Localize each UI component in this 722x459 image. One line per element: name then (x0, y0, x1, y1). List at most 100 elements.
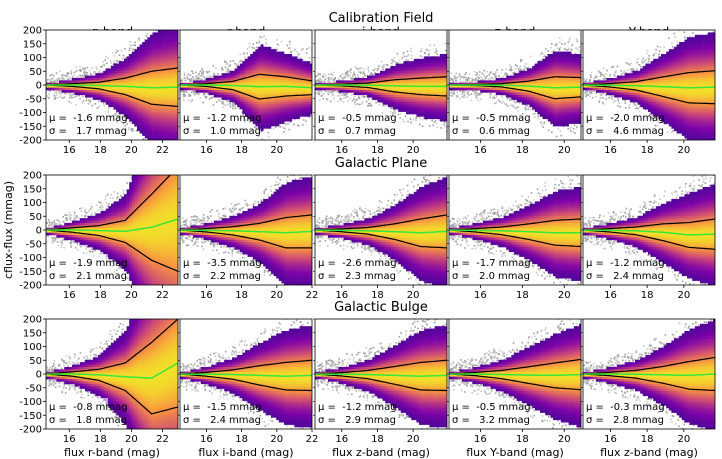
y-tick-label: -50 (26, 383, 42, 394)
x-tick-label: 16 (63, 290, 76, 301)
y-tick-label: 100 (23, 342, 42, 353)
mu-stat: μ = -0.5 mmag (452, 113, 531, 124)
x-tick-label: 22 (156, 290, 169, 301)
x-tick-label: 20 (270, 290, 283, 301)
x-tick-label: 18 (516, 145, 529, 156)
y-tick-label: -150 (19, 122, 42, 133)
median-line (583, 84, 715, 89)
stats-box (182, 398, 242, 426)
stats-box (451, 109, 511, 137)
upper-envelope-line (46, 175, 171, 231)
x-tick-label: 16 (474, 145, 487, 156)
x-tick-label: 16 (335, 290, 348, 301)
lower-envelope-line (180, 229, 312, 249)
lower-envelope-line (315, 229, 447, 249)
upper-envelope-line (46, 319, 178, 375)
y-tick-label: 0 (36, 226, 42, 237)
y-tick-label: 100 (23, 53, 42, 64)
y-tick-label: -100 (19, 397, 42, 408)
y-axis-label: cflux-flux (mmag) (2, 181, 15, 279)
x-tick-label: 18 (94, 434, 107, 445)
median-line (315, 229, 447, 234)
stats-box (585, 109, 645, 137)
sigma-stat: σ = 2.1 mmag (49, 271, 127, 282)
x-tick-label: 16 (474, 434, 487, 445)
panel: μ = -1.7 mmag σ = 2.0 mmag 16 18 20 (447, 174, 582, 301)
x-tick-label: 20 (270, 145, 283, 156)
y-tick-label: 0 (36, 370, 42, 381)
median-line (46, 84, 178, 89)
row-title: Galactic Plane (335, 156, 427, 171)
stats-box (585, 254, 645, 282)
upper-envelope-line (180, 73, 312, 86)
y-tick-label: -100 (19, 108, 42, 119)
median-line (46, 362, 178, 379)
x-axis-label: flux i-band (mag) (198, 446, 293, 459)
median-line (583, 229, 715, 236)
y-tick-label: -200 (19, 136, 42, 147)
sigma-stat: σ = 2.2 mmag (183, 271, 261, 282)
y-tick-label: 200 (23, 26, 42, 37)
sigma-stat: σ = 1.7 mmag (49, 126, 127, 137)
stats-box (451, 254, 511, 282)
x-axis-label: flux Y-band (mag) (466, 446, 564, 459)
y-tick-label: -200 (19, 425, 42, 436)
median-line (180, 84, 312, 89)
y-tick-label: -150 (19, 267, 42, 278)
panel: μ = -0.5 mmag σ = 0.7 mmag 16 18 20 (313, 29, 448, 156)
lower-envelope-line (46, 84, 178, 107)
mu-stat: μ = -1.5 mmag (183, 402, 262, 413)
panel: μ = -1.2 mmag σ = 1.0 mmag 16 18 20 (178, 29, 313, 156)
sigma-stat: σ = 4.6 mmag (586, 126, 664, 137)
x-tick-label: 20 (677, 290, 690, 301)
mu-stat: μ = -1.6 mmag (49, 113, 128, 124)
sigma-stat: σ = 0.7 mmag (318, 126, 396, 137)
y-tick-label: -100 (19, 253, 42, 264)
mu-stat: μ = -2.6 mmag (318, 258, 397, 269)
lower-envelope-line (449, 229, 581, 248)
x-tick-label: 16 (335, 145, 348, 156)
sigma-stat: σ = 0.6 mmag (452, 126, 530, 137)
x-tick-label: 20 (677, 434, 690, 445)
upper-envelope-line (449, 218, 581, 231)
lower-envelope-line (449, 373, 581, 391)
y-tick-label: 0 (36, 81, 42, 92)
mu-stat: μ = -0.5 mmag (452, 402, 531, 413)
x-tick-label: 16 (63, 145, 76, 156)
x-tick-label: 20 (558, 145, 571, 156)
lower-envelope-line (46, 373, 178, 415)
y-tick-label: 100 (23, 198, 42, 209)
y-tick-label: -50 (26, 239, 42, 250)
sigma-stat: σ = 2.4 mmag (586, 271, 664, 282)
sigma-stat: σ = 2.9 mmag (318, 415, 396, 426)
lower-envelope-line (46, 229, 178, 272)
x-tick-label: 16 (604, 434, 617, 445)
panel: μ = -1.9 mmag σ = 2.1 mmag 16 18 20 22 -200 -150 -… (19, 171, 179, 301)
upper-envelope-line (315, 359, 447, 375)
panel: μ = -1.6 mmag σ = 1.7 mmag 16 18 20 22 -200 -150 -… (19, 26, 179, 156)
upper-envelope-line (180, 214, 312, 231)
x-tick-label: 18 (235, 434, 248, 445)
x-tick-label: 20 (558, 434, 571, 445)
x-tick-label: 18 (371, 434, 384, 445)
y-tick-label: 50 (29, 212, 42, 223)
median-line (315, 84, 447, 88)
x-tick-label: 20 (677, 145, 690, 156)
x-tick-label: 20 (407, 290, 420, 301)
panel: μ = -1.5 mmag σ = 2.4 mmag 16 18 20 22 flux i-ba… (178, 318, 318, 459)
median-line (315, 373, 447, 377)
mu-stat: μ = -0.3 mmag (586, 402, 665, 413)
x-tick-label: 20 (125, 145, 138, 156)
upper-envelope-line (180, 359, 312, 375)
sigma-stat: σ = 2.8 mmag (586, 415, 664, 426)
x-tick-label: 18 (235, 290, 248, 301)
panel: μ = -0.5 mmag σ = 0.6 mmag 16 18 20 (447, 29, 582, 156)
stats-box (48, 254, 108, 282)
sigma-stat: σ = 3.2 mmag (452, 415, 530, 426)
stats-box (585, 398, 645, 426)
x-tick-label: 16 (474, 290, 487, 301)
lower-envelope-line (180, 84, 312, 100)
